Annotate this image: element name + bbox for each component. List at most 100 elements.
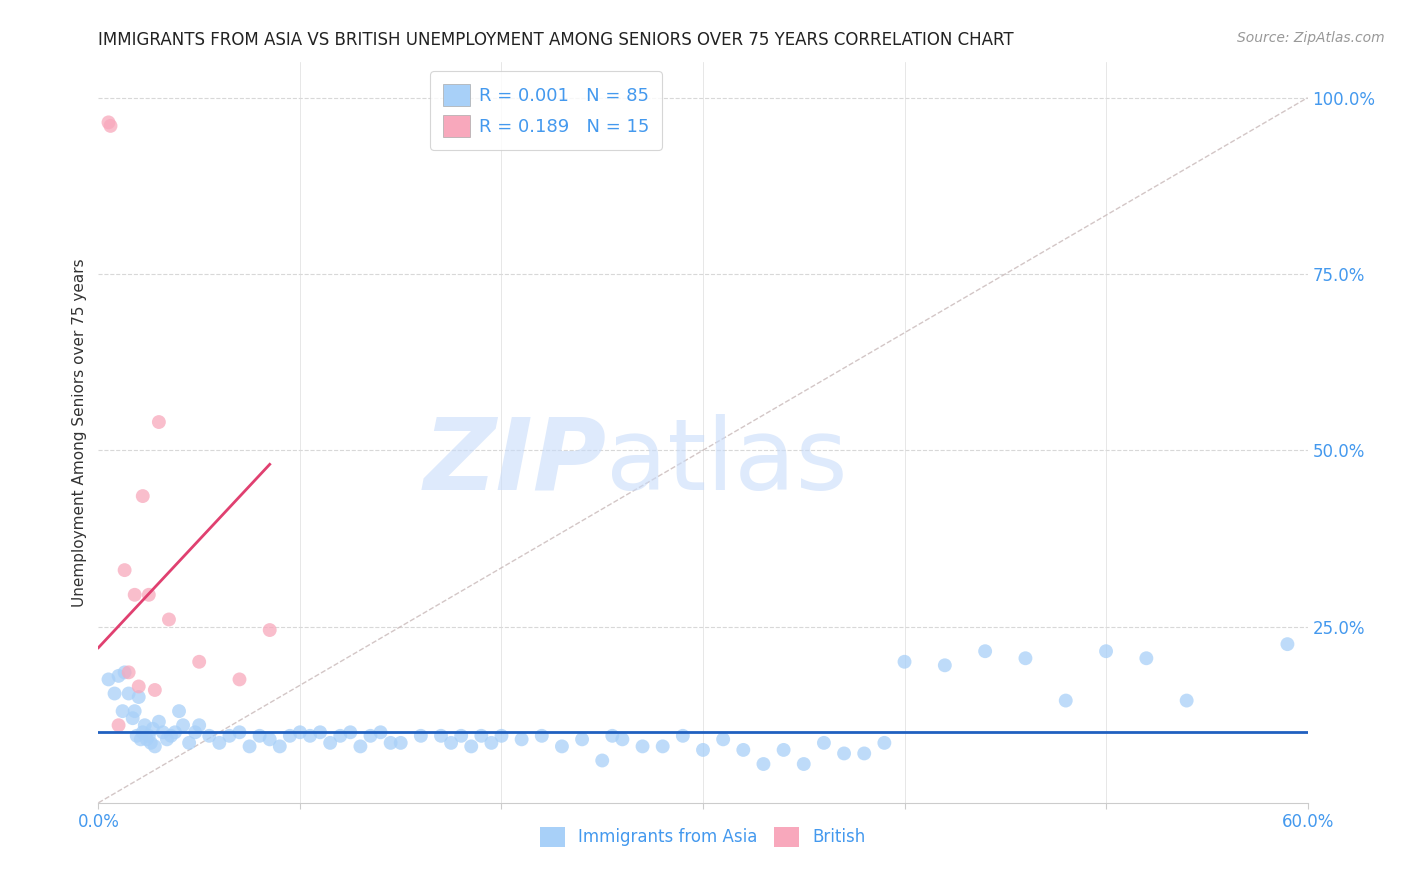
Point: [1014, 651, 1036, 665]
Point: [299, 729, 322, 743]
Point: [631, 739, 654, 754]
Point: [329, 729, 352, 743]
Point: [132, 725, 155, 739]
Point: [239, 739, 262, 754]
Point: [107, 669, 129, 683]
Point: [733, 743, 755, 757]
Text: ZIP: ZIP: [423, 414, 606, 511]
Point: [179, 736, 201, 750]
Text: IMMIGRANTS FROM ASIA VS BRITISH UNEMPLOYMENT AMONG SENIORS OVER 75 YEARS CORRELA: IMMIGRANTS FROM ASIA VS BRITISH UNEMPLOY…: [98, 31, 1014, 49]
Point: [1054, 693, 1077, 707]
Text: Source: ZipAtlas.com: Source: ZipAtlas.com: [1237, 31, 1385, 45]
Point: [481, 736, 503, 750]
Point: [460, 739, 482, 754]
Point: [228, 673, 250, 687]
Point: [692, 743, 714, 757]
Point: [208, 736, 231, 750]
Legend: Immigrants from Asia, British: Immigrants from Asia, British: [533, 820, 873, 854]
Point: [1175, 693, 1198, 707]
Point: [651, 739, 673, 754]
Point: [813, 736, 835, 750]
Point: [143, 683, 166, 698]
Point: [450, 729, 472, 743]
Point: [114, 665, 136, 680]
Point: [591, 754, 613, 768]
Point: [124, 704, 146, 718]
Point: [111, 704, 134, 718]
Y-axis label: Unemployment Among Seniors over 75 years: Unemployment Among Seniors over 75 years: [72, 259, 87, 607]
Point: [97, 115, 120, 129]
Point: [118, 686, 141, 700]
Point: [612, 732, 634, 747]
Point: [349, 739, 371, 754]
Text: atlas: atlas: [606, 414, 848, 511]
Point: [163, 725, 186, 739]
Point: [132, 489, 155, 503]
Point: [184, 725, 207, 739]
Point: [269, 739, 291, 754]
Point: [228, 725, 250, 739]
Point: [129, 732, 152, 747]
Point: [711, 732, 734, 747]
Point: [143, 739, 166, 754]
Point: [124, 588, 146, 602]
Point: [128, 690, 150, 704]
Point: [530, 729, 553, 743]
Point: [672, 729, 695, 743]
Point: [510, 732, 533, 747]
Point: [440, 736, 463, 750]
Point: [873, 736, 896, 750]
Point: [118, 665, 141, 680]
Point: [142, 722, 165, 736]
Point: [309, 725, 332, 739]
Point: [148, 415, 170, 429]
Point: [551, 739, 574, 754]
Point: [100, 119, 122, 133]
Point: [491, 729, 513, 743]
Point: [752, 757, 775, 772]
Point: [249, 729, 271, 743]
Point: [138, 588, 160, 602]
Point: [218, 729, 240, 743]
Point: [1135, 651, 1157, 665]
Point: [389, 736, 412, 750]
Point: [188, 655, 211, 669]
Point: [893, 655, 915, 669]
Point: [167, 704, 190, 718]
Point: [409, 729, 432, 743]
Point: [339, 725, 361, 739]
Point: [832, 747, 855, 761]
Point: [152, 725, 174, 739]
Point: [103, 686, 125, 700]
Point: [772, 743, 794, 757]
Point: [139, 736, 162, 750]
Point: [793, 757, 815, 772]
Point: [853, 747, 876, 761]
Point: [172, 718, 194, 732]
Point: [198, 729, 221, 743]
Point: [121, 711, 143, 725]
Point: [1277, 637, 1299, 651]
Point: [128, 680, 150, 694]
Point: [934, 658, 956, 673]
Point: [114, 563, 136, 577]
Point: [97, 673, 120, 687]
Point: [288, 725, 311, 739]
Point: [135, 732, 157, 747]
Point: [430, 729, 453, 743]
Point: [259, 732, 281, 747]
Point: [319, 736, 342, 750]
Point: [148, 714, 170, 729]
Point: [974, 644, 997, 658]
Point: [278, 729, 301, 743]
Point: [188, 718, 211, 732]
Point: [138, 729, 160, 743]
Point: [107, 718, 129, 732]
Point: [571, 732, 593, 747]
Point: [470, 729, 492, 743]
Point: [160, 729, 183, 743]
Point: [259, 623, 281, 637]
Point: [157, 612, 180, 626]
Point: [125, 729, 148, 743]
Point: [1095, 644, 1118, 658]
